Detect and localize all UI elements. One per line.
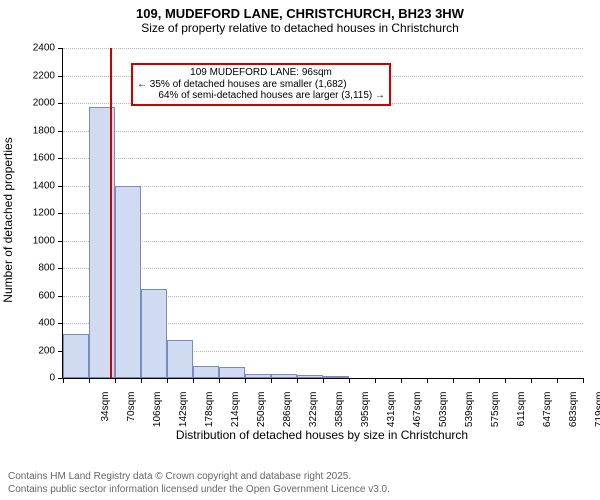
x-tick bbox=[427, 378, 428, 383]
y-tick bbox=[58, 131, 63, 132]
histogram-bar bbox=[193, 366, 219, 378]
x-tick bbox=[63, 378, 64, 383]
y-tick-label: 600 bbox=[15, 290, 55, 301]
x-tick bbox=[583, 378, 584, 383]
y-tick-label: 200 bbox=[15, 345, 55, 356]
property-marker-line bbox=[110, 48, 112, 378]
y-tick bbox=[58, 103, 63, 104]
y-tick-label: 1800 bbox=[15, 125, 55, 136]
y-tick-label: 1000 bbox=[15, 235, 55, 246]
x-tick bbox=[141, 378, 142, 383]
x-tick bbox=[557, 378, 558, 383]
gridline bbox=[63, 241, 583, 242]
x-tick bbox=[505, 378, 506, 383]
x-tick-label: 719sqm bbox=[594, 392, 600, 442]
footer-line1: Contains HM Land Registry data © Crown c… bbox=[8, 471, 390, 484]
annotation-box: 109 MUDEFORD LANE: 96sqm← 35% of detache… bbox=[131, 63, 391, 106]
gridline bbox=[63, 131, 583, 132]
y-tick-label: 2400 bbox=[15, 43, 55, 54]
x-tick bbox=[453, 378, 454, 383]
y-tick-label: 1200 bbox=[15, 208, 55, 219]
gridline bbox=[63, 268, 583, 269]
y-tick bbox=[58, 76, 63, 77]
x-tick bbox=[245, 378, 246, 383]
chart-title: 109, MUDEFORD LANE, CHRISTCHURCH, BH23 3… bbox=[0, 0, 600, 21]
x-tick bbox=[167, 378, 168, 383]
y-tick-label: 400 bbox=[15, 318, 55, 329]
gridline bbox=[63, 48, 583, 49]
y-tick-label: 2000 bbox=[15, 98, 55, 109]
annotation-line2: ← 35% of detached houses are smaller (1,… bbox=[137, 79, 385, 91]
gridline bbox=[63, 158, 583, 159]
histogram-bar bbox=[219, 367, 245, 378]
x-tick bbox=[349, 378, 350, 383]
y-tick-label: 1400 bbox=[15, 180, 55, 191]
histogram-bar bbox=[323, 376, 349, 378]
histogram-bar bbox=[271, 374, 297, 378]
y-axis-label: Number of detached properties bbox=[1, 120, 15, 320]
y-tick bbox=[58, 48, 63, 49]
x-axis-label: Distribution of detached houses by size … bbox=[62, 428, 582, 442]
plot-area: 0200400600800100012001400160018002000220… bbox=[62, 48, 583, 379]
x-tick bbox=[375, 378, 376, 383]
histogram-bar bbox=[245, 374, 271, 378]
x-tick bbox=[219, 378, 220, 383]
annotation-line1: 109 MUDEFORD LANE: 96sqm bbox=[137, 67, 385, 79]
histogram-bar bbox=[63, 334, 89, 378]
x-tick bbox=[479, 378, 480, 383]
x-tick bbox=[89, 378, 90, 383]
y-tick bbox=[58, 158, 63, 159]
footer-attribution: Contains HM Land Registry data © Crown c… bbox=[8, 471, 390, 496]
y-tick bbox=[58, 241, 63, 242]
x-tick bbox=[297, 378, 298, 383]
y-tick bbox=[58, 323, 63, 324]
y-tick bbox=[58, 296, 63, 297]
annotation-line3: 64% of semi-detached houses are larger (… bbox=[137, 90, 385, 102]
x-tick bbox=[323, 378, 324, 383]
histogram-bar bbox=[141, 289, 167, 378]
x-tick bbox=[401, 378, 402, 383]
y-tick bbox=[58, 186, 63, 187]
gridline bbox=[63, 213, 583, 214]
chart-subtitle: Size of property relative to detached ho… bbox=[0, 21, 600, 35]
gridline bbox=[63, 186, 583, 187]
y-tick bbox=[58, 213, 63, 214]
footer-line2: Contains public sector information licen… bbox=[8, 484, 390, 497]
x-tick bbox=[531, 378, 532, 383]
chart-container: Number of detached properties 0200400600… bbox=[62, 48, 582, 378]
y-tick-label: 0 bbox=[15, 373, 55, 384]
y-tick-label: 2200 bbox=[15, 70, 55, 81]
x-tick bbox=[115, 378, 116, 383]
histogram-bar bbox=[297, 375, 323, 378]
x-tick bbox=[271, 378, 272, 383]
y-tick-label: 800 bbox=[15, 263, 55, 274]
histogram-bar bbox=[115, 186, 141, 379]
y-tick-label: 1600 bbox=[15, 153, 55, 164]
x-tick bbox=[193, 378, 194, 383]
histogram-bar bbox=[167, 340, 193, 379]
y-tick bbox=[58, 268, 63, 269]
